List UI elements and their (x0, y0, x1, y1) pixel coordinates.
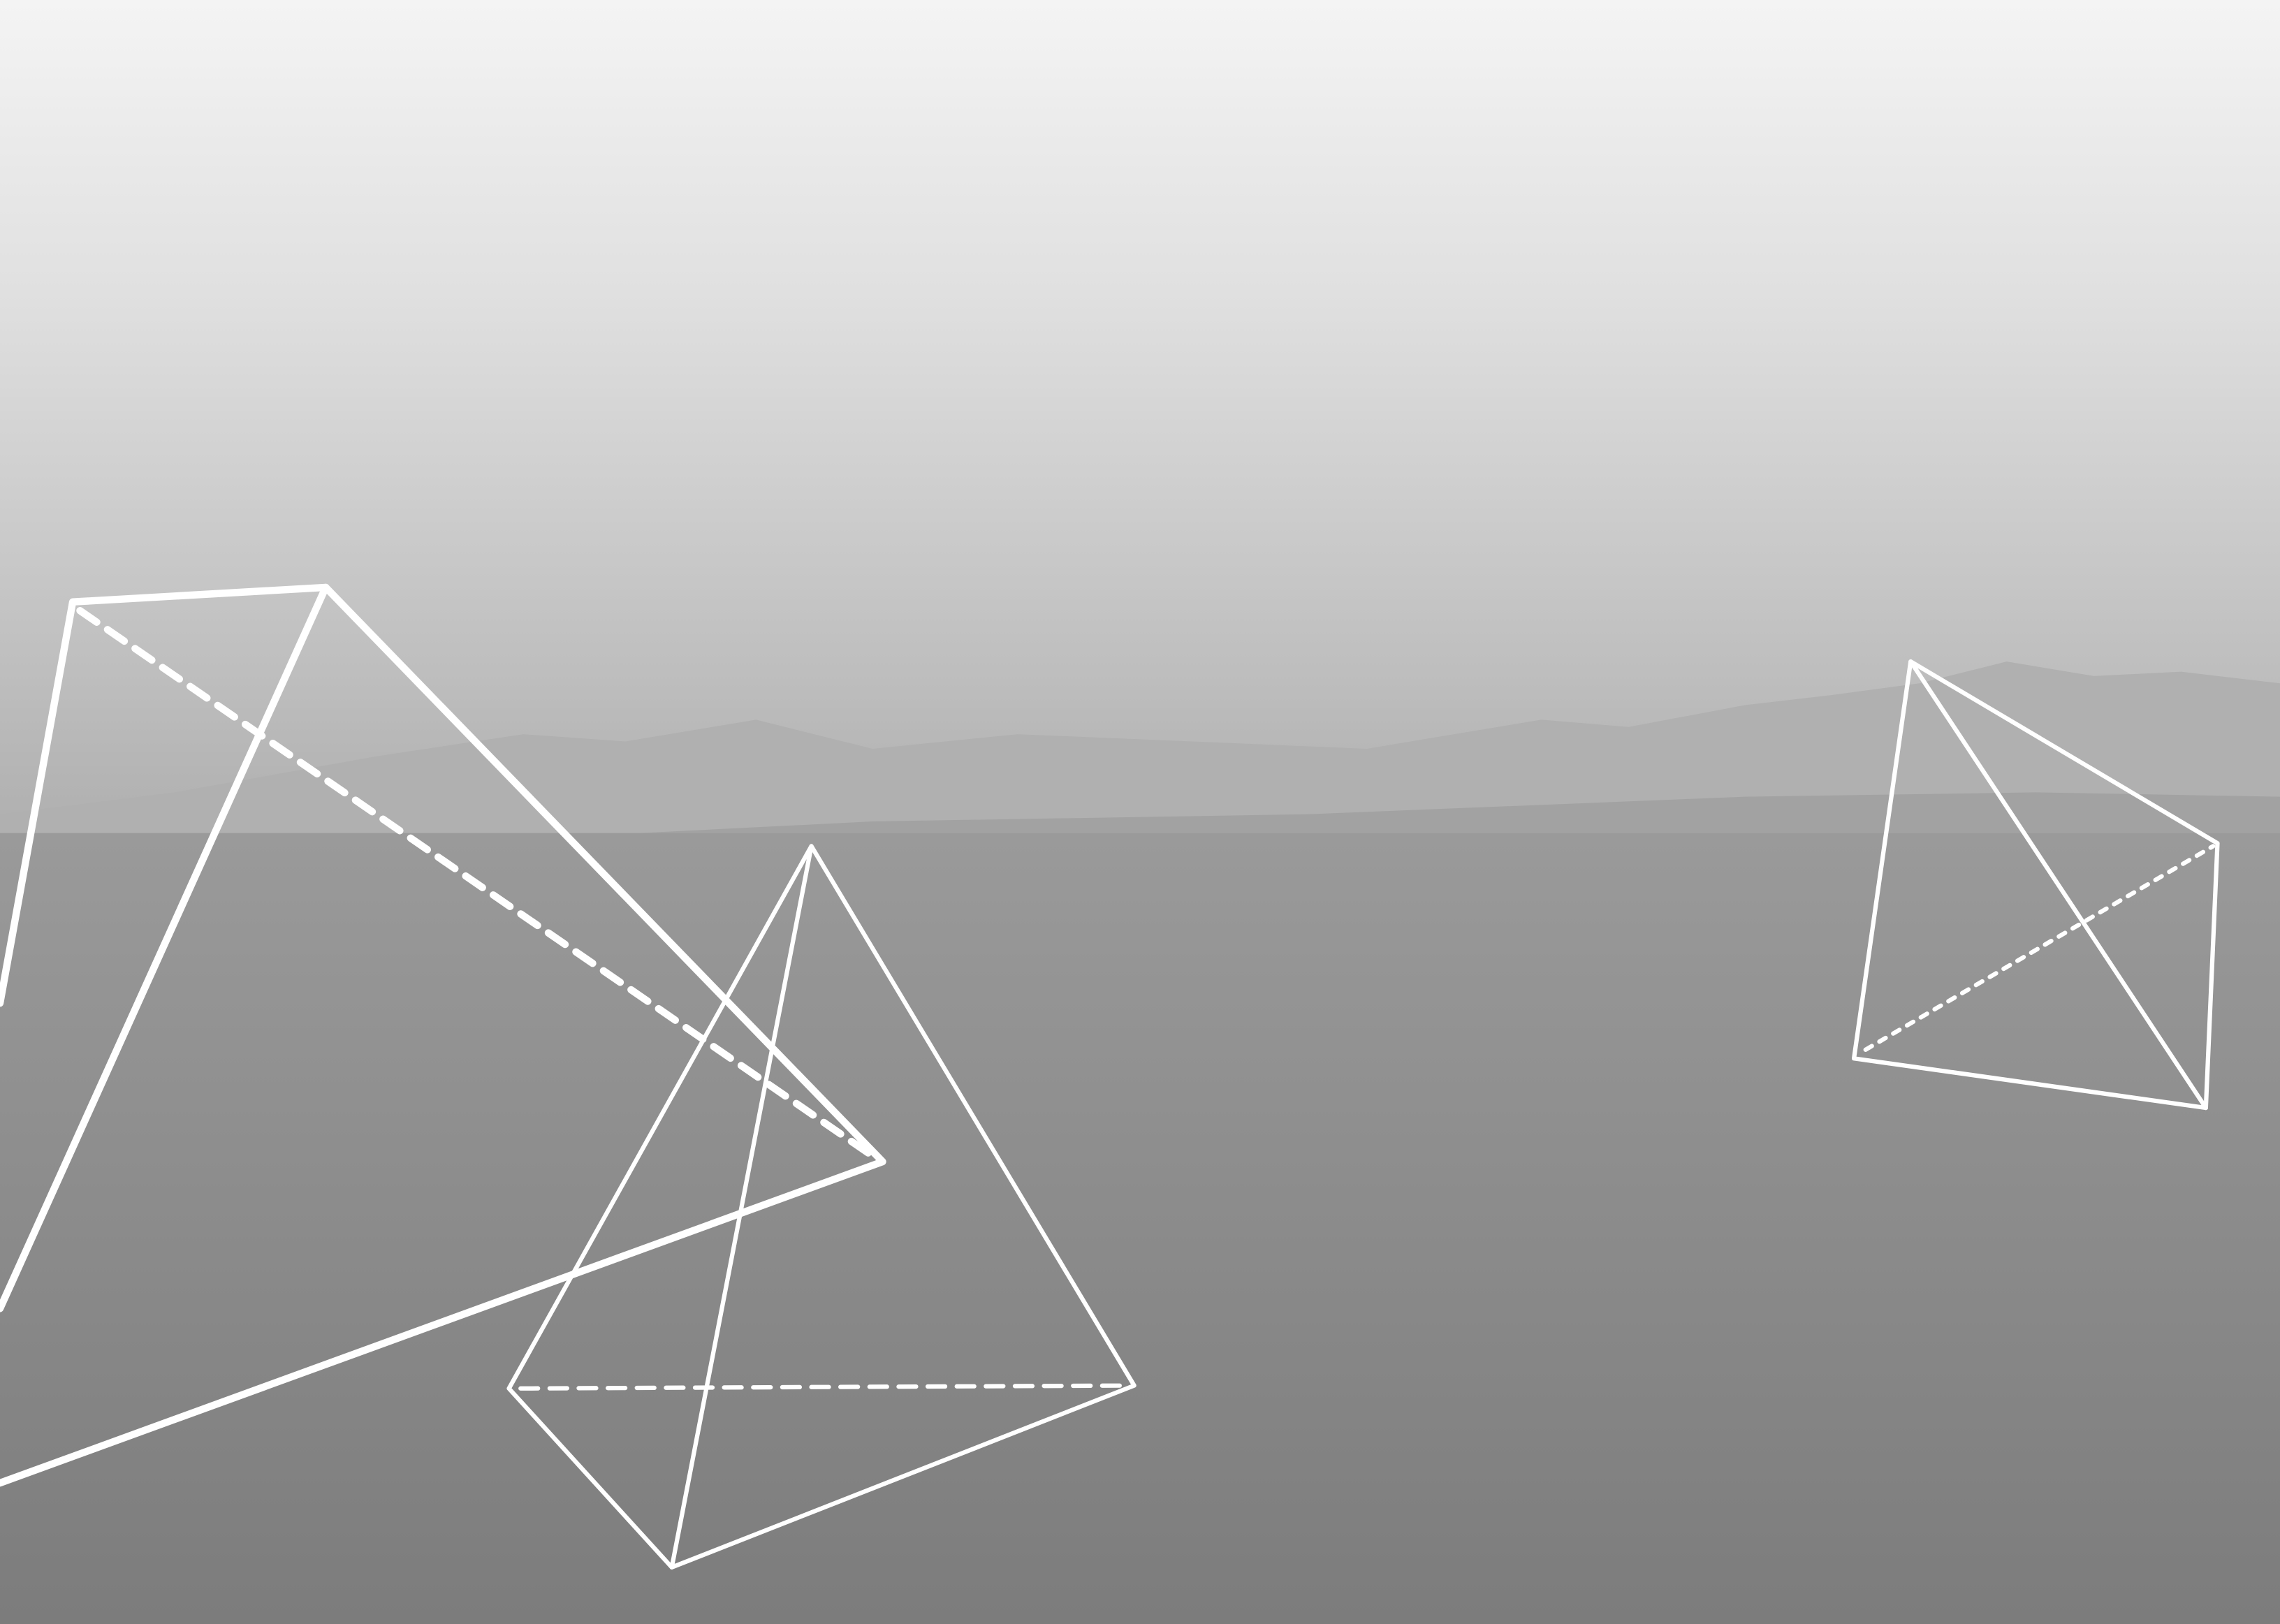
hidden-edge (1863, 844, 2216, 1052)
middle-tetrahedron (506, 844, 1137, 1570)
distant-hills (0, 661, 2280, 836)
edge (0, 583, 330, 1312)
right-tetrahedron (1851, 659, 2220, 1111)
edge (1908, 659, 2208, 1111)
hidden-edge (518, 1383, 1130, 1391)
big-tetrahedron (0, 583, 886, 1487)
edge (669, 844, 814, 1570)
sea (0, 833, 2280, 1624)
hidden-edge (76, 607, 877, 1160)
shore-line (581, 792, 2280, 836)
